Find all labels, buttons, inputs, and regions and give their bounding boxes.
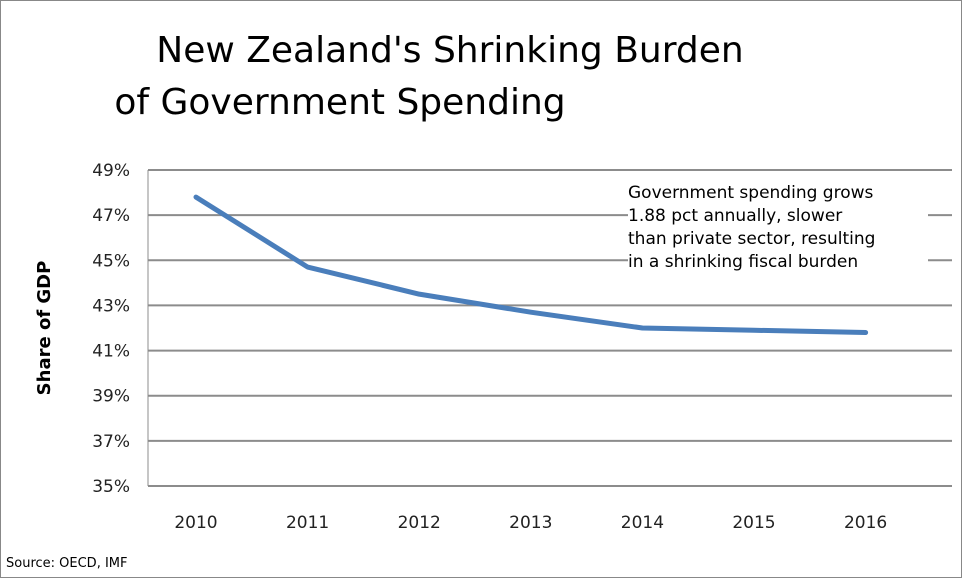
x-tick-label: 2010 [174, 513, 217, 533]
source-note: Source: OECD, IMF [6, 556, 128, 571]
annotation-line: 1.88 pct annually, slower [628, 206, 843, 226]
y-tick-label: 43% [92, 296, 130, 316]
y-tick-label: 45% [92, 251, 130, 271]
chart-title-line-2: of Government Spending [114, 82, 566, 123]
y-tick-label: 41% [92, 342, 130, 362]
y-tick-label: 37% [92, 432, 130, 452]
x-tick-label: 2011 [286, 513, 329, 533]
annotation-box: Government spending grows 1.88 pct annua… [628, 182, 928, 288]
y-tick-label: 39% [92, 387, 130, 407]
x-tick-label: 2013 [509, 513, 552, 533]
chart-title-line-1: New Zealand's Shrinking Burden [156, 30, 744, 71]
annotation-line: Government spending grows [628, 183, 874, 203]
y-tick-label: 35% [92, 477, 130, 497]
annotation-line: in a shrinking fiscal burden [628, 252, 859, 272]
x-tick-label: 2014 [621, 513, 664, 533]
annotation-line: than private sector, resulting [628, 229, 876, 249]
x-tick-label: 2016 [844, 513, 887, 533]
x-tick-label: 2012 [398, 513, 441, 533]
y-tick-label: 49% [92, 161, 130, 181]
x-tick-label: 2015 [732, 513, 775, 533]
y-tick-label: 47% [92, 206, 130, 226]
y-axis-label: Share of GDP [34, 261, 55, 396]
